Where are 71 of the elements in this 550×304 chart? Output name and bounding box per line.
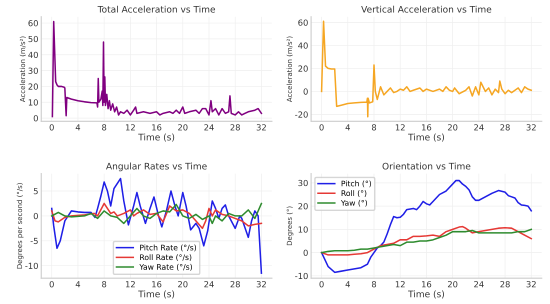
x-tick-label: 16 (152, 281, 162, 288)
x-tick-label: 24 (474, 124, 484, 130)
chart-title: Orientation vs Time (382, 162, 470, 170)
chart-title: Vertical Acceleration vs Time (361, 6, 492, 13)
y-tick-label: 60 (298, 19, 308, 26)
y-tick-label: 10 (28, 99, 38, 106)
y-tick-label: -10 (25, 262, 38, 269)
x-tick-label: 16 (152, 124, 162, 131)
x-tick-label: 4 (76, 124, 80, 130)
x-tick-label: 20 (178, 124, 188, 131)
x-tick-label: 20 (448, 281, 458, 288)
x-tick-label: 28 (500, 124, 510, 131)
x-tick-label: 8 (102, 281, 106, 288)
y-tick-label: 40 (298, 42, 308, 49)
y-tick-label: 0 (34, 212, 38, 220)
x-tick-label: 24 (204, 281, 214, 288)
x-tick-label: 0 (50, 281, 54, 288)
y-tick-label: -10 (295, 272, 308, 280)
line-series (52, 20, 262, 118)
x-axis-title: Time (s) (408, 290, 444, 298)
x-tick-label: 24 (204, 124, 214, 130)
y-tick-label: 20 (28, 83, 38, 90)
y-tick-label: 0 (304, 250, 308, 256)
y-tick-label: 0 (304, 88, 308, 95)
x-tick-label: 0 (319, 281, 324, 288)
chart-title: Total Acceleration vs Time (98, 6, 216, 13)
chart-title: Angular Rates vs Time (106, 162, 207, 172)
x-tick-label: 4 (76, 281, 80, 288)
x-tick-label: 16 (422, 124, 432, 131)
line-series (320, 180, 532, 274)
y-tick-label: -5 (30, 238, 38, 244)
x-tick-label: 20 (178, 281, 188, 288)
y-tick-label: 10 (298, 226, 308, 233)
x-tick-label: 4 (346, 281, 350, 288)
line-series (50, 202, 262, 230)
x-axis-title: Time (s) (138, 134, 174, 142)
x-tick-label: 12 (126, 124, 135, 130)
x-tick-label: 12 (126, 281, 135, 288)
y-tick-label: 20 (298, 65, 308, 72)
x-axis-title: Time (s) (408, 134, 444, 142)
y-tick-label: 20 (298, 203, 308, 210)
y-tick-label: 0 (34, 115, 38, 122)
y-tick-label: -20 (295, 111, 308, 118)
y-tick-label: 30 (28, 68, 38, 74)
x-tick-label: 8 (372, 281, 376, 288)
x-tick-label: 28 (230, 124, 240, 131)
line-series (320, 20, 532, 118)
x-tick-label: 16 (422, 281, 432, 288)
y-tick-label: 50 (28, 36, 38, 42)
y-tick-label: 60 (28, 20, 38, 26)
y-tick-label: 30 (298, 180, 308, 186)
x-tick-label: 32 (526, 124, 536, 131)
x-axis-title: Time (s) (138, 290, 174, 298)
x-tick-label: 12 (396, 281, 405, 288)
y-tick-label: 40 (28, 52, 38, 58)
x-tick-label: 0 (319, 124, 324, 131)
x-tick-label: 32 (256, 124, 266, 131)
y-tick-label: 5 (34, 188, 38, 194)
x-tick-label: 0 (50, 124, 54, 131)
x-tick-label: 8 (372, 124, 376, 131)
x-tick-label: 32 (256, 281, 266, 288)
x-tick-label: 28 (500, 281, 510, 288)
x-tick-label: 12 (396, 124, 405, 130)
x-tick-label: 24 (474, 281, 484, 288)
x-tick-label: 20 (448, 124, 458, 131)
x-tick-label: 4 (346, 124, 350, 130)
x-tick-label: 32 (526, 281, 536, 288)
line-series (50, 178, 262, 274)
x-tick-label: 8 (102, 124, 106, 131)
x-tick-label: 28 (230, 281, 240, 288)
line-series (50, 202, 262, 224)
